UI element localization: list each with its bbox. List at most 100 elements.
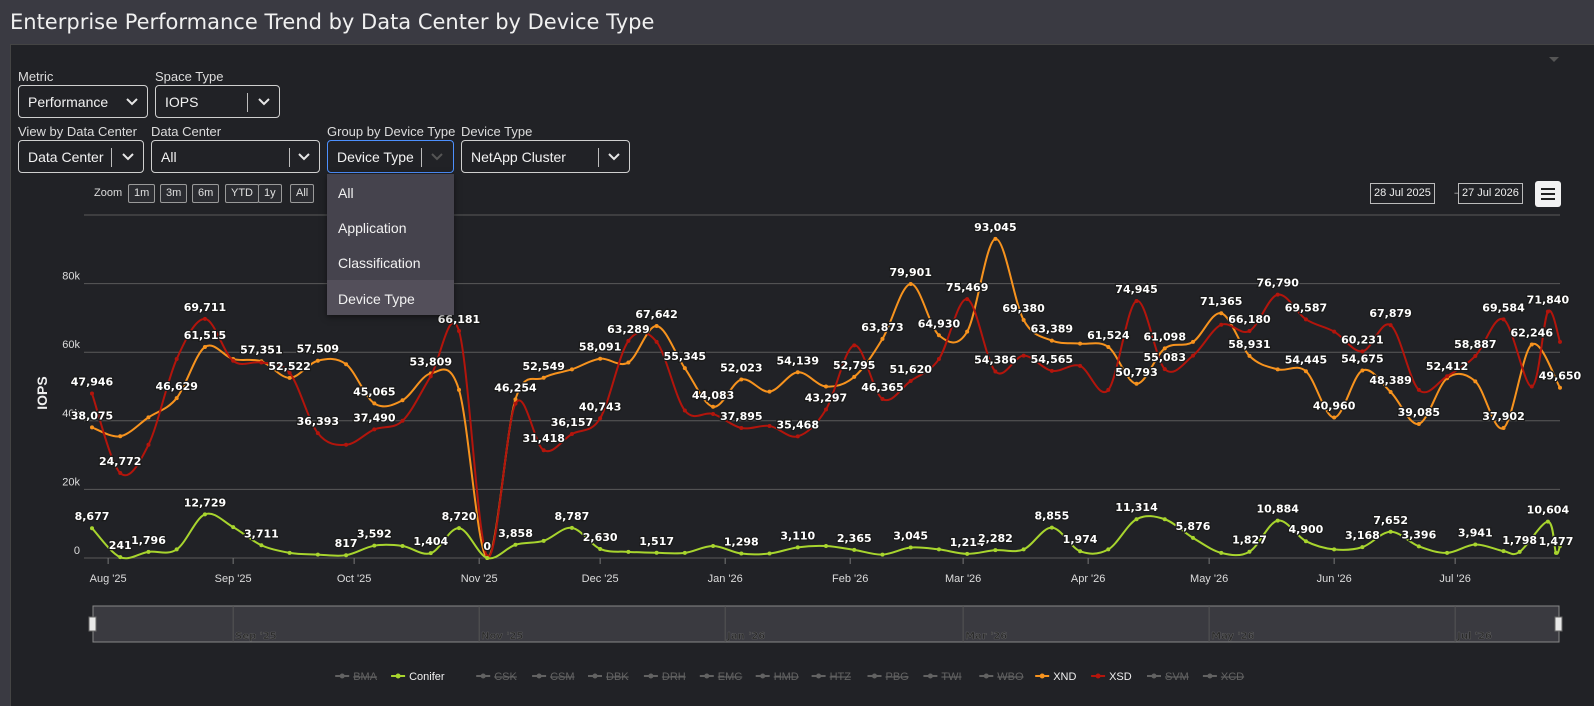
legend-item-htz[interactable]: HTZ (830, 671, 852, 683)
group-by-select[interactable]: Device Type (327, 140, 454, 173)
data-label-xsd: 36,157 (551, 416, 593, 429)
collapse-arrow-icon[interactable] (1549, 57, 1559, 62)
select-separator (598, 148, 599, 167)
data-label-xsd: 43,297 (805, 391, 847, 404)
data-label-conifer: 1,974 (1063, 533, 1098, 546)
view-by-select[interactable]: Data Center (18, 140, 144, 173)
data-point-xnd (1558, 385, 1562, 390)
data-point-xsd (1545, 309, 1550, 314)
data-label-conifer: 10,604 (1527, 504, 1570, 517)
navigator-right-handle (1554, 616, 1563, 632)
data-label-conifer: 8,787 (555, 510, 590, 523)
data-point-xnd (513, 397, 518, 402)
data-label-xnd: 58,091 (579, 341, 621, 354)
legend-item-xsd[interactable]: XSD (1109, 671, 1132, 683)
zoom-3m-button[interactable]: 3m (160, 184, 188, 203)
range-navigator[interactable]: Sep '25 Nov '25 Jan '26 Mar '26 May '26 Jul '… (88, 605, 1563, 643)
data-point-xsd (739, 426, 744, 431)
data-label-xnd: 61,098 (1144, 330, 1186, 343)
legend-item-hmd[interactable]: HMD (774, 671, 799, 683)
data-point-xsd (1247, 329, 1252, 334)
range-to-input[interactable]: 27 Jul 2026 (1458, 183, 1523, 204)
data-label-conifer: 5,876 (1176, 520, 1211, 533)
data-label-xsd: 46,365 (861, 381, 903, 394)
dropdown-option-device-type[interactable]: Device Type (327, 280, 454, 315)
data-label-conifer: 817 (335, 537, 358, 550)
data-point-conifer (936, 547, 941, 552)
space-type-select[interactable]: IOPS (155, 85, 280, 118)
dropdown-option-classification[interactable]: Classification (338, 255, 421, 271)
data-point-conifer (824, 543, 828, 548)
zoom-ytd-button[interactable]: YTD (225, 184, 259, 203)
data-label-xsd: 54,565 (1031, 353, 1073, 366)
data-label-xsd: 37,895 (720, 410, 762, 423)
data-point-conifer (146, 549, 151, 554)
zoom-1y-button[interactable]: 1y (258, 184, 282, 203)
zoom-all-button[interactable]: All (290, 184, 315, 203)
data-point-xsd (1021, 353, 1026, 358)
data-point-xnd (1303, 369, 1308, 374)
legend-item-wbo[interactable]: WBO (997, 671, 1024, 683)
data-point-xsd (767, 423, 772, 428)
legend-item-pbg[interactable]: PBG (886, 671, 909, 683)
data-point-xsd (1388, 323, 1393, 328)
data-label-xnd: 52,522 (268, 360, 310, 373)
dropdown-option-application[interactable]: Application (338, 220, 407, 236)
range-from-input[interactable]: 28 Jul 2025 (1370, 183, 1435, 204)
legend-item-xnd[interactable]: XND (1053, 671, 1076, 683)
data-point-xsd (569, 431, 574, 436)
zoom-6m-button[interactable]: 6m (192, 184, 220, 203)
data-label-conifer: 241 (109, 539, 132, 552)
data-point-conifer (428, 551, 433, 556)
data-point-conifer (1275, 518, 1280, 523)
legend-marker-twi (927, 673, 933, 679)
data-label-xsd: 51,620 (889, 363, 932, 376)
legend-item-bma[interactable]: BMA (353, 671, 378, 683)
data-point-xnd (682, 366, 687, 371)
data-point-xsd (146, 442, 151, 447)
chevron-down-icon (431, 153, 443, 161)
data-point-xnd (1473, 379, 1478, 384)
data-point-xnd (880, 336, 885, 341)
data-point-xsd (993, 369, 998, 374)
data-center-select[interactable]: All (151, 140, 320, 173)
data-label-conifer: 3,110 (780, 529, 815, 542)
data-label-xnd: 39,085 (1398, 406, 1440, 419)
device-type-select[interactable]: NetApp Cluster (461, 140, 630, 173)
data-point-xsd (174, 357, 179, 362)
legend-marker-csk (480, 673, 486, 679)
data-point-xsd (315, 431, 320, 436)
data-label-xnd: 52,795 (833, 359, 875, 372)
legend-marker-htz (816, 673, 822, 679)
hamburger-menu-icon[interactable] (1535, 181, 1561, 207)
data-label-xsd: 58,887 (1454, 338, 1496, 351)
data-label-xsd: 69,587 (1285, 301, 1327, 314)
zoom-1m-button[interactable]: 1m (128, 184, 156, 203)
data-point-conifer (654, 550, 659, 555)
legend-item-twi[interactable]: TWI (941, 671, 961, 683)
chevron-down-icon (608, 153, 620, 161)
navigator-tick-label: Nov '25 (481, 631, 523, 642)
legend-item-csm[interactable]: CSM (550, 671, 574, 683)
legend-item-emc[interactable]: EMC (718, 671, 743, 683)
data-point-conifer (315, 552, 320, 557)
data-point-xsd (965, 297, 970, 302)
legend-item-xcd[interactable]: XCD (1221, 671, 1244, 683)
legend-item-conifer[interactable]: Conifer (409, 671, 445, 683)
dropdown-option-all[interactable]: All (338, 185, 354, 201)
data-point-xsd (457, 328, 461, 333)
page-title: Enterprise Performance Trend by Data Cen… (10, 10, 655, 34)
x-tick-label: Jun '26 (1317, 573, 1352, 585)
x-tick-label: Mar '26 (945, 573, 981, 585)
legend-item-svm[interactable]: SVM (1165, 671, 1189, 683)
data-label-conifer: 10,884 (1256, 503, 1299, 516)
legend-item-csk[interactable]: CSK (494, 671, 517, 683)
data-point-xsd (118, 471, 123, 476)
legend-item-drh[interactable]: DRH (662, 671, 686, 683)
data-point-xnd (767, 389, 772, 394)
legend-item-dbk[interactable]: DBK (606, 671, 629, 683)
data-label-conifer: 8,855 (1034, 510, 1069, 523)
data-label-xnd: 38,075 (71, 409, 113, 422)
data-point-conifer (1162, 517, 1167, 522)
metric-select[interactable]: Performance (18, 85, 148, 118)
